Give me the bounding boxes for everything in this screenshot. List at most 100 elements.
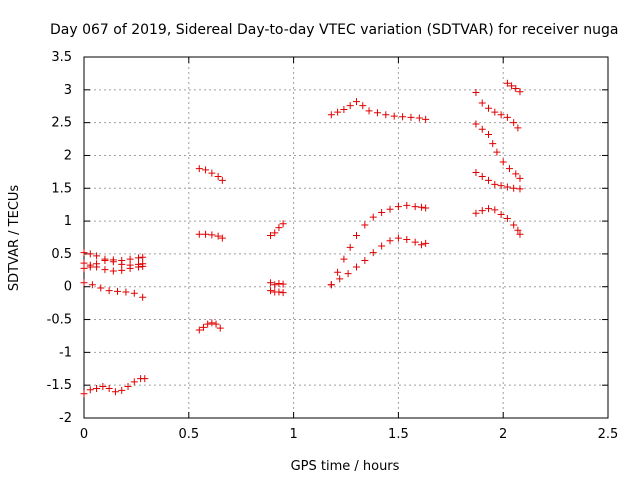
- data-point: [403, 201, 411, 209]
- data-point: [497, 111, 505, 119]
- y-tick-label: 0.5: [51, 247, 72, 262]
- data-point: [472, 169, 480, 177]
- data-point: [369, 213, 377, 221]
- data-point: [218, 176, 226, 184]
- data-point: [491, 206, 499, 214]
- data-point: [365, 107, 373, 115]
- data-point: [373, 109, 381, 117]
- data-point: [514, 226, 522, 234]
- series-sat-g: [195, 230, 226, 242]
- data-point: [271, 281, 279, 289]
- data-point: [279, 280, 287, 288]
- y-tick-label: 0: [64, 280, 72, 295]
- data-point: [124, 382, 132, 390]
- data-point: [134, 254, 142, 262]
- data-point: [86, 386, 94, 394]
- y-tick-label: 2: [64, 148, 72, 163]
- data-point: [334, 268, 342, 276]
- data-point: [93, 384, 101, 392]
- data-point: [126, 264, 134, 272]
- data-point: [109, 267, 117, 275]
- data-point: [218, 234, 226, 242]
- data-point: [503, 113, 511, 121]
- series-sat-p: [503, 79, 524, 96]
- data-point: [417, 203, 425, 211]
- data-point: [195, 326, 203, 334]
- series-sat-m: [327, 201, 430, 289]
- data-point: [86, 250, 94, 258]
- data-point: [105, 384, 113, 392]
- data-points: [80, 79, 524, 398]
- data-point: [485, 205, 493, 213]
- data-point: [126, 255, 134, 263]
- y-tick-label: -1: [59, 345, 72, 360]
- data-point: [214, 232, 222, 240]
- x-tick-label: 2.5: [598, 427, 619, 442]
- data-point: [327, 111, 335, 119]
- data-point: [394, 203, 402, 211]
- data-point: [139, 253, 147, 261]
- series-sat-k: [267, 287, 287, 297]
- data-point: [271, 229, 279, 237]
- data-point: [359, 102, 367, 110]
- series-sat-n: [327, 234, 430, 289]
- data-point: [478, 172, 486, 180]
- data-point: [275, 279, 283, 287]
- data-point: [101, 256, 109, 264]
- data-point: [214, 172, 222, 180]
- data-point: [407, 113, 415, 121]
- data-point: [386, 237, 394, 245]
- data-point: [88, 281, 96, 289]
- data-point: [472, 120, 480, 128]
- data-point: [97, 284, 105, 292]
- data-point: [346, 243, 354, 251]
- data-point: [139, 293, 147, 301]
- data-point: [267, 287, 275, 295]
- data-point: [279, 289, 287, 297]
- data-point: [118, 386, 126, 394]
- data-point: [352, 232, 360, 240]
- x-tick-label: 0.5: [178, 427, 199, 442]
- data-point: [485, 104, 493, 112]
- data-point: [344, 270, 352, 278]
- series-sat-j: [267, 279, 287, 289]
- data-point: [497, 182, 505, 190]
- series-sat-l: [327, 98, 430, 123]
- data-point: [491, 180, 499, 188]
- data-point: [417, 241, 425, 249]
- data-point: [202, 166, 210, 174]
- data-point: [499, 158, 507, 166]
- data-point: [503, 183, 511, 191]
- x-tick-label: 0: [80, 427, 88, 442]
- data-point: [99, 382, 107, 390]
- data-point: [485, 176, 493, 184]
- data-point: [216, 324, 224, 332]
- data-point: [279, 220, 287, 228]
- data-point: [111, 388, 119, 396]
- data-point: [472, 88, 480, 96]
- data-point: [130, 289, 138, 297]
- data-point: [478, 99, 486, 107]
- data-point: [352, 263, 360, 271]
- data-point: [403, 235, 411, 243]
- data-point: [122, 288, 130, 296]
- data-point: [334, 108, 342, 116]
- data-point: [93, 252, 101, 260]
- data-point: [346, 102, 354, 110]
- data-point: [514, 124, 522, 132]
- data-point: [422, 115, 430, 123]
- data-point: [512, 170, 520, 178]
- data-point: [109, 256, 117, 264]
- data-point: [275, 224, 283, 232]
- data-point: [139, 262, 147, 270]
- data-point: [510, 119, 518, 127]
- data-point: [512, 85, 520, 93]
- data-point: [340, 106, 348, 114]
- data-point: [472, 209, 480, 217]
- data-point: [86, 263, 94, 271]
- data-point: [134, 263, 142, 271]
- data-point: [208, 319, 216, 327]
- data-point: [118, 266, 126, 274]
- y-tick-label: 3.5: [51, 50, 72, 65]
- data-point: [93, 260, 101, 268]
